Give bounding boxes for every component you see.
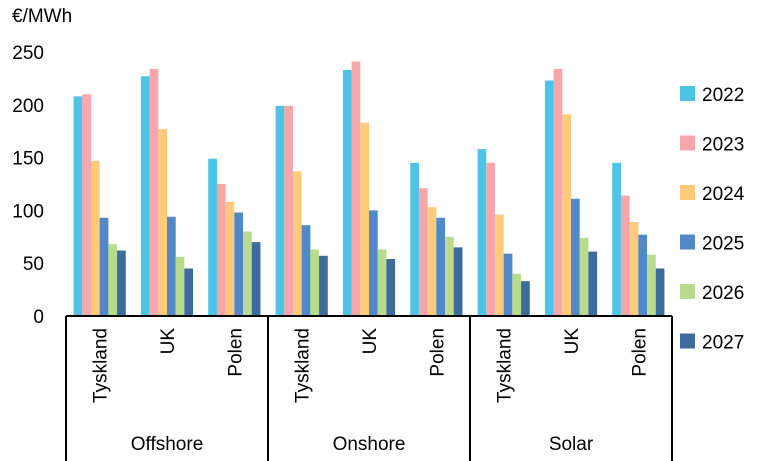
legend-swatch	[680, 185, 695, 200]
bar-2024-offshore-tyskland	[90, 160, 100, 316]
category-label: Polen	[225, 328, 246, 377]
y-axis-unit-label: €/MWh	[12, 6, 72, 27]
category-labels: Tyskland UK Polen Tyskland UK Polen Tyskland UK…	[91, 328, 651, 403]
bar-2023-onshore-uk	[351, 61, 361, 317]
bar-2026-solar-uk	[579, 237, 589, 316]
category-label: Tyskland	[495, 328, 516, 403]
legend-label: 2026	[702, 283, 744, 304]
bar-2024-solar-tyskland	[494, 214, 504, 316]
legend: 2022 2023 2024 2025 2026 2027	[680, 85, 745, 354]
bar-2023-onshore-polen	[418, 188, 428, 316]
y-tick-label: 0	[33, 307, 44, 328]
bar-2026-onshore-uk	[377, 249, 387, 316]
bar-2025-offshore-uk	[167, 216, 176, 316]
bar-2022-offshore-tyskland	[73, 96, 83, 317]
bar-2022-solar-polen	[612, 162, 621, 316]
category-label: UK	[158, 328, 179, 355]
bar-2023-solar-polen	[620, 195, 630, 316]
bar-2027-onshore-polen	[453, 247, 463, 316]
bar-2027-offshore-uk	[184, 268, 194, 316]
legend-swatch	[680, 234, 695, 250]
bars	[73, 61, 665, 317]
bar-2024-onshore-polen	[427, 207, 437, 316]
category-label: Tyskland	[91, 328, 112, 403]
bar-2027-solar-tyskland	[521, 281, 530, 316]
legend-swatch	[680, 135, 695, 151]
bar-2027-offshore-polen	[251, 242, 261, 316]
bar-2026-onshore-tyskland	[310, 249, 320, 316]
category-label: Polen	[629, 328, 650, 377]
y-tick-label: 100	[12, 201, 44, 222]
bar-2023-offshore-polen	[216, 184, 226, 316]
bar-2023-onshore-tyskland	[284, 105, 293, 316]
bar-2023-offshore-uk	[149, 68, 159, 316]
axes	[65, 315, 673, 461]
bar-2027-offshore-tyskland	[117, 250, 126, 316]
bar-2023-solar-uk	[553, 68, 563, 316]
legend-label: 2024	[702, 184, 745, 205]
bar-2022-onshore-polen	[410, 162, 419, 316]
y-axis-ticks: 0 50 100 150 200 250	[12, 43, 44, 328]
bar-2026-solar-tyskland	[512, 273, 522, 316]
bar-2025-onshore-tyskland	[301, 225, 311, 316]
bar-2025-onshore-uk	[369, 210, 378, 316]
group-labels: Offshore Onshore Solar	[131, 434, 594, 455]
y-tick-label: 200	[12, 96, 44, 117]
legend-label: 2025	[702, 234, 744, 255]
bar-2025-solar-tyskland	[503, 253, 513, 316]
legend-swatch	[680, 333, 695, 349]
bar-2024-offshore-uk	[158, 129, 167, 316]
legend-label: 2022	[702, 85, 744, 106]
group-label: Onshore	[333, 434, 406, 455]
bar-2027-solar-uk	[588, 251, 598, 316]
bar-2026-onshore-polen	[445, 236, 454, 316]
bar-2025-offshore-polen	[234, 212, 244, 316]
category-label: UK	[562, 328, 583, 355]
bar-2025-solar-polen	[638, 234, 648, 316]
legend-swatch	[680, 86, 695, 101]
bar-2024-solar-polen	[629, 222, 639, 316]
bar-2027-onshore-uk	[386, 258, 396, 316]
bar-2025-solar-uk	[571, 198, 580, 316]
bar-2027-onshore-tyskland	[319, 255, 328, 316]
bar-2024-solar-uk	[562, 114, 571, 316]
category-label: Tyskland	[293, 328, 314, 403]
bar-2022-solar-tyskland	[477, 149, 487, 316]
bar-2027-solar-polen	[655, 268, 665, 316]
bar-2025-onshore-polen	[436, 217, 446, 316]
bar-2024-onshore-tyskland	[292, 171, 302, 316]
bar-2023-solar-tyskland	[486, 162, 495, 316]
bar-2026-offshore-polen	[243, 231, 252, 316]
y-tick-label: 50	[23, 254, 44, 275]
bar-2026-solar-polen	[647, 254, 656, 316]
group-label: Solar	[549, 434, 594, 455]
category-label: UK	[360, 328, 381, 355]
bar-2022-offshore-polen	[208, 158, 217, 316]
legend-label: 2023	[702, 135, 744, 156]
bar-2023-offshore-tyskland	[82, 94, 91, 317]
y-tick-label: 250	[12, 43, 44, 64]
bar-2024-onshore-uk	[360, 122, 369, 316]
bar-2022-onshore-uk	[342, 69, 352, 317]
bar-2022-onshore-tyskland	[275, 105, 285, 316]
y-tick-label: 150	[12, 149, 44, 170]
group-label: Offshore	[131, 434, 204, 455]
category-label: Polen	[427, 328, 448, 377]
bar-2025-offshore-tyskland	[99, 217, 109, 316]
bar-2024-offshore-polen	[225, 201, 235, 316]
bar-2026-offshore-tyskland	[108, 244, 118, 316]
bar-2022-offshore-uk	[140, 76, 150, 317]
bar-2026-offshore-uk	[175, 256, 185, 316]
legend-swatch	[680, 284, 695, 299]
legend-label: 2027	[702, 333, 744, 354]
bar-2022-solar-uk	[544, 80, 554, 317]
